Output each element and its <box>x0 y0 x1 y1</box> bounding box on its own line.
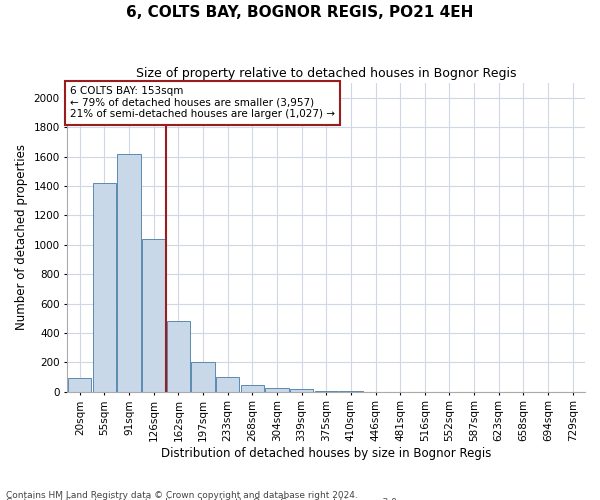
Bar <box>290 390 313 392</box>
Bar <box>265 388 289 392</box>
Y-axis label: Number of detached properties: Number of detached properties <box>15 144 28 330</box>
X-axis label: Distribution of detached houses by size in Bognor Regis: Distribution of detached houses by size … <box>161 447 491 460</box>
Text: 6 COLTS BAY: 153sqm
← 79% of detached houses are smaller (3,957)
21% of semi-det: 6 COLTS BAY: 153sqm ← 79% of detached ho… <box>70 86 335 120</box>
Bar <box>142 239 166 392</box>
Bar <box>118 154 141 392</box>
Bar <box>314 391 338 392</box>
Text: Contains public sector information licensed under the Open Government Licence v3: Contains public sector information licen… <box>6 498 400 500</box>
Bar <box>216 377 239 392</box>
Bar <box>191 362 215 392</box>
Bar <box>93 183 116 392</box>
Text: Contains HM Land Registry data © Crown copyright and database right 2024.: Contains HM Land Registry data © Crown c… <box>6 490 358 500</box>
Title: Size of property relative to detached houses in Bognor Regis: Size of property relative to detached ho… <box>136 68 517 80</box>
Text: 6, COLTS BAY, BOGNOR REGIS, PO21 4EH: 6, COLTS BAY, BOGNOR REGIS, PO21 4EH <box>127 5 473 20</box>
Bar <box>167 321 190 392</box>
Bar <box>241 385 264 392</box>
Bar <box>68 378 91 392</box>
